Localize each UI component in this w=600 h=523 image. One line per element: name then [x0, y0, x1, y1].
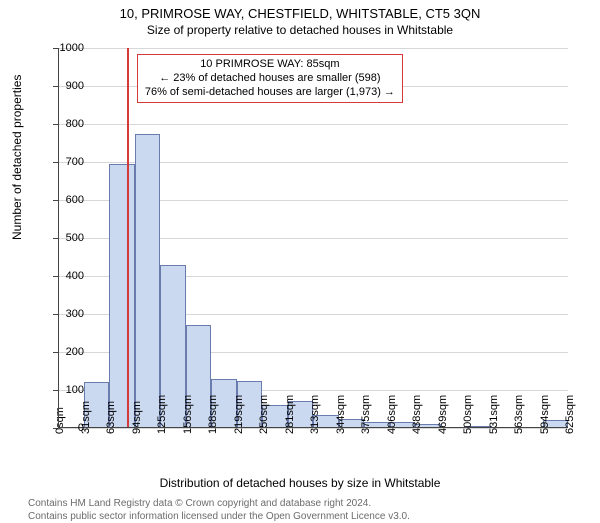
annotation-line: 10 PRIMROSE WAY: 85sqm: [145, 58, 395, 72]
annotation-box: 10 PRIMROSE WAY: 85sqm← 23% of detached …: [137, 54, 403, 103]
y-tick-label: 200: [50, 346, 84, 358]
reference-line: [127, 48, 129, 428]
y-tick-label: 800: [50, 118, 84, 130]
x-tick-label: 156sqm: [182, 395, 194, 434]
chart-footer: Contains HM Land Registry data © Crown c…: [28, 498, 410, 523]
property-size-chart: 10, PRIMROSE WAY, CHESTFIELD, WHITSTABLE…: [0, 0, 600, 500]
x-tick-label: 469sqm: [437, 395, 449, 434]
x-tick-label: 594sqm: [539, 395, 551, 434]
footer-line2: Contains public sector information licen…: [28, 511, 410, 523]
y-tick-label: 700: [50, 156, 84, 168]
chart-subtitle: Size of property relative to detached ho…: [0, 23, 600, 37]
x-tick-label: 250sqm: [258, 395, 270, 434]
x-tick-label: 281sqm: [284, 395, 296, 434]
histogram-bar: [109, 164, 135, 428]
x-axis-line: [58, 427, 568, 428]
y-tick-label: 100: [50, 384, 84, 396]
annotation-line: ← 23% of detached houses are smaller (59…: [145, 72, 395, 86]
x-tick-label: 63sqm: [105, 401, 117, 434]
grid-line: [58, 124, 568, 125]
x-tick-label: 188sqm: [207, 395, 219, 434]
y-tick-label: 500: [50, 232, 84, 244]
x-tick-label: 125sqm: [156, 395, 168, 434]
chart-title: 10, PRIMROSE WAY, CHESTFIELD, WHITSTABLE…: [0, 0, 600, 23]
y-tick-label: 0: [50, 422, 84, 434]
x-tick-label: 344sqm: [335, 395, 347, 434]
grid-line: [58, 48, 568, 49]
y-tick-label: 400: [50, 270, 84, 282]
plot-area: 10 PRIMROSE WAY: 85sqm← 23% of detached …: [58, 48, 568, 428]
x-tick-label: 219sqm: [233, 395, 245, 434]
y-tick-label: 900: [50, 80, 84, 92]
y-tick-label: 300: [50, 308, 84, 320]
x-tick-label: 625sqm: [564, 395, 576, 434]
x-axis-label: Distribution of detached houses by size …: [0, 476, 600, 490]
x-tick-label: 531sqm: [488, 395, 500, 434]
x-tick-label: 94sqm: [131, 401, 143, 434]
x-tick-label: 313sqm: [309, 395, 321, 434]
x-tick-label: 375sqm: [360, 395, 372, 434]
annotation-line: 76% of semi-detached houses are larger (…: [145, 86, 395, 100]
y-axis-label: Number of detached properties: [10, 75, 24, 240]
x-tick-label: 500sqm: [462, 395, 474, 434]
x-tick-label: 438sqm: [411, 395, 423, 434]
y-tick-label: 1000: [50, 42, 84, 54]
y-tick-label: 600: [50, 194, 84, 206]
x-tick-label: 563sqm: [513, 395, 525, 434]
histogram-bar: [135, 134, 161, 429]
x-tick-label: 406sqm: [386, 395, 398, 434]
